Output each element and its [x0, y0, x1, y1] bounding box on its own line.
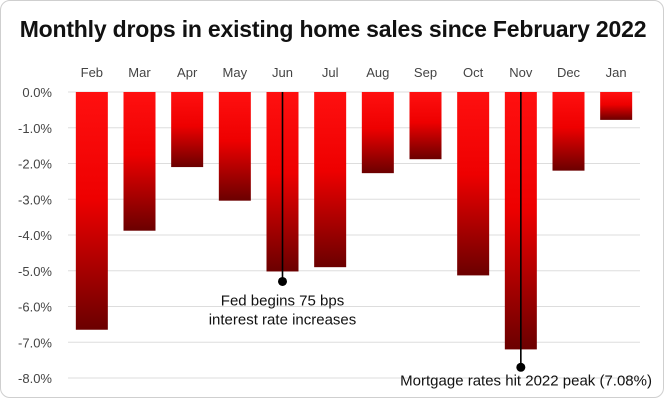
bar-dec — [552, 92, 585, 171]
bar-may — [218, 92, 251, 201]
bar-mar — [123, 92, 156, 231]
x-axis: Feb Mar Apr May Jun Jul Aug Sep Oct Nov Dec Jan — [81, 65, 627, 80]
y-tick-label: -3.0% — [18, 192, 52, 207]
bar-oct — [457, 92, 490, 276]
annotations: Fed begins 75 bps interest rate increases… — [209, 92, 652, 389]
x-tick-label: Feb — [81, 65, 103, 80]
x-tick-label: Mar — [128, 65, 151, 80]
bar-aug — [361, 92, 394, 174]
y-axis: 0.0% -1.0% -2.0% -3.0% -4.0% -5.0% -6.0% -7.0% -… — [18, 85, 52, 386]
y-tick-label: -7.0% — [18, 335, 52, 350]
x-tick-label: Apr — [177, 65, 198, 80]
x-tick-label: Oct — [463, 65, 484, 80]
chart-title: Monthly drops in existing home sales sin… — [19, 16, 647, 42]
bar-apr — [171, 92, 204, 168]
bar-jul — [314, 92, 347, 268]
annotation-text: Fed begins 75 bps — [221, 292, 344, 309]
gridlines — [68, 91, 640, 379]
x-tick-label: Jun — [272, 65, 293, 80]
annotation-text: interest rate increases — [209, 311, 357, 328]
bar-sep — [409, 92, 442, 160]
annotation-dot — [516, 362, 526, 372]
bar-feb — [75, 92, 108, 330]
x-tick-label: May — [223, 65, 248, 80]
y-tick-label: -2.0% — [18, 157, 52, 172]
x-tick-label: Jan — [606, 65, 627, 80]
y-tick-label: -5.0% — [18, 264, 52, 279]
x-tick-label: Sep — [414, 65, 437, 80]
x-tick-label: Jul — [322, 65, 339, 80]
y-tick-label: 0.0% — [22, 85, 52, 100]
y-tick-label: -6.0% — [18, 300, 52, 315]
x-tick-label: Aug — [366, 65, 389, 80]
y-tick-label: -4.0% — [18, 228, 52, 243]
bar-jan — [600, 92, 633, 120]
x-tick-label: Dec — [557, 65, 581, 80]
annotation-dot — [278, 276, 287, 286]
y-tick-label: -1.0% — [18, 121, 52, 136]
x-tick-label: Nov — [509, 65, 533, 80]
annotation-text: Mortgage rates hit 2022 peak (7.08%) — [400, 372, 652, 389]
y-tick-label: -8.0% — [18, 371, 52, 386]
